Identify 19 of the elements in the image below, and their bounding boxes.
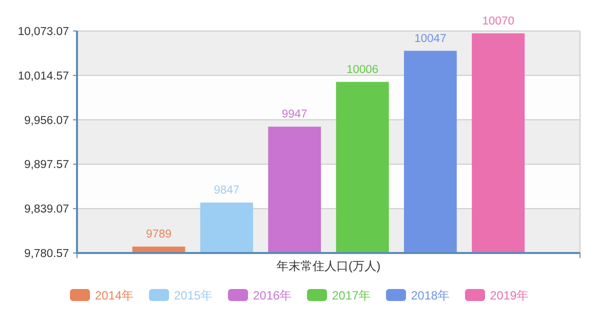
y-tick-label: 10,014.57: [18, 70, 69, 82]
y-tick-label: 9,780.57: [24, 248, 69, 260]
x-tick-label: 年末常住人口(万人): [276, 259, 380, 273]
y-tick-label: 9,839.07: [24, 204, 69, 216]
data-label: 10070: [482, 15, 514, 28]
data-label: 10047: [414, 32, 446, 45]
y-tick-label: 10,073.07: [18, 26, 69, 38]
legend-label: 2017年: [332, 288, 371, 302]
legend-label: 2019年: [490, 288, 529, 302]
y-tick-label: 9,897.57: [24, 159, 69, 172]
legend-label: 2015年: [174, 288, 213, 302]
data-label: 9847: [214, 184, 240, 197]
data-label: 9947: [282, 108, 308, 121]
data-label: 10006: [346, 64, 378, 76]
y-tick-label: 9,956.07: [24, 114, 69, 127]
legend-label: 2018年: [411, 288, 450, 302]
legend-label: 2016年: [253, 288, 292, 302]
data-label: 9789: [146, 228, 172, 241]
legend-label: 2014年: [95, 288, 134, 302]
